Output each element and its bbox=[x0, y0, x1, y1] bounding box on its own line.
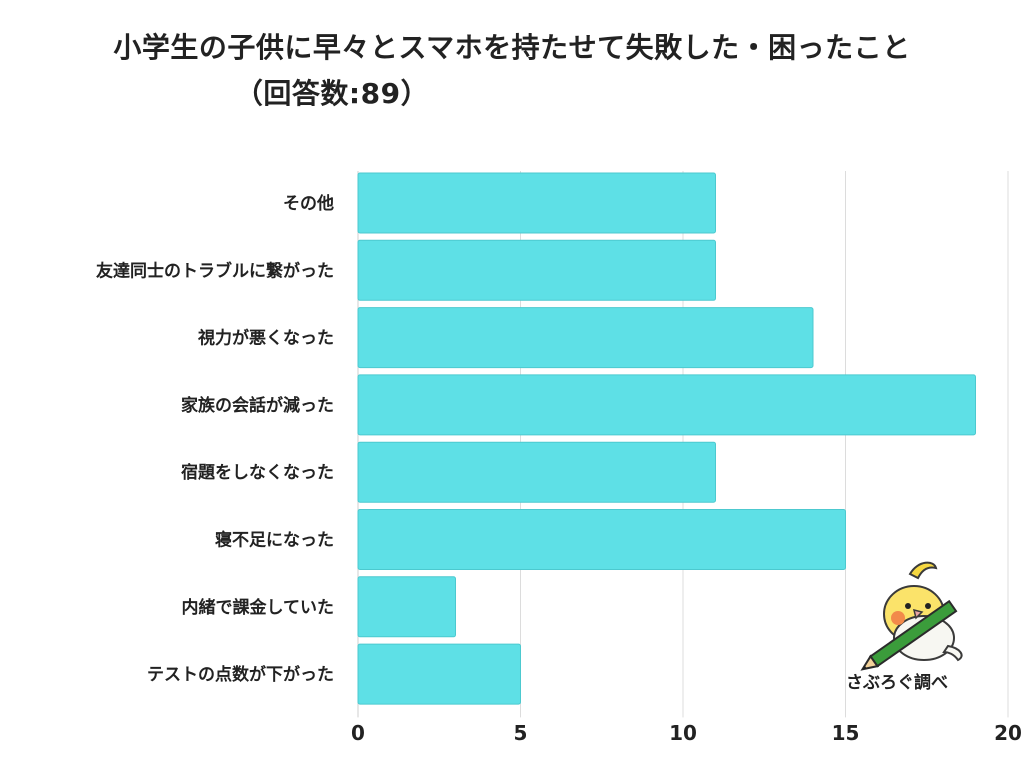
category-label: 宿題をしなくなった bbox=[181, 462, 334, 483]
x-tick-label: 20 bbox=[994, 721, 1022, 745]
bar-2 bbox=[357, 307, 814, 369]
bar-1 bbox=[357, 239, 716, 301]
x-tick-label: 5 bbox=[514, 721, 528, 745]
category-label: 内緒で課金していた bbox=[182, 597, 335, 618]
chart-subtitle: （回答数:89） bbox=[234, 77, 430, 110]
category-label: 友達同士のトラブルに繋がった bbox=[96, 260, 334, 281]
bar-7 bbox=[357, 643, 521, 705]
x-tick-label: 15 bbox=[832, 721, 860, 745]
bar-3 bbox=[357, 374, 976, 436]
bar-5 bbox=[357, 509, 846, 570]
chart-title: 小学生の子供に早々とスマホを持たせて失敗した・困ったこと bbox=[113, 31, 911, 64]
bar-0 bbox=[357, 172, 716, 234]
category-label: 寝不足になった bbox=[215, 530, 334, 551]
cockatiel-with-pencil-icon bbox=[860, 561, 963, 671]
category-labels: その他友達同士のトラブルに繋がった視力が悪くなった家族の会話が減った宿題をしなく… bbox=[96, 193, 334, 685]
bar-6 bbox=[357, 576, 456, 638]
bars bbox=[357, 172, 976, 705]
x-tick-label: 0 bbox=[351, 721, 365, 745]
source-credit: さぶろぐ調べ bbox=[846, 673, 948, 693]
category-label: 家族の会話が減った bbox=[181, 395, 334, 416]
x-tick-labels: 0 5 10 15 20 bbox=[351, 721, 1022, 745]
bar-4 bbox=[357, 441, 716, 503]
category-label: その他 bbox=[283, 193, 334, 214]
category-label: 視力が悪くなった bbox=[197, 328, 334, 349]
category-label: テストの点数が下がった bbox=[147, 664, 334, 685]
x-tick-label: 10 bbox=[669, 721, 697, 745]
